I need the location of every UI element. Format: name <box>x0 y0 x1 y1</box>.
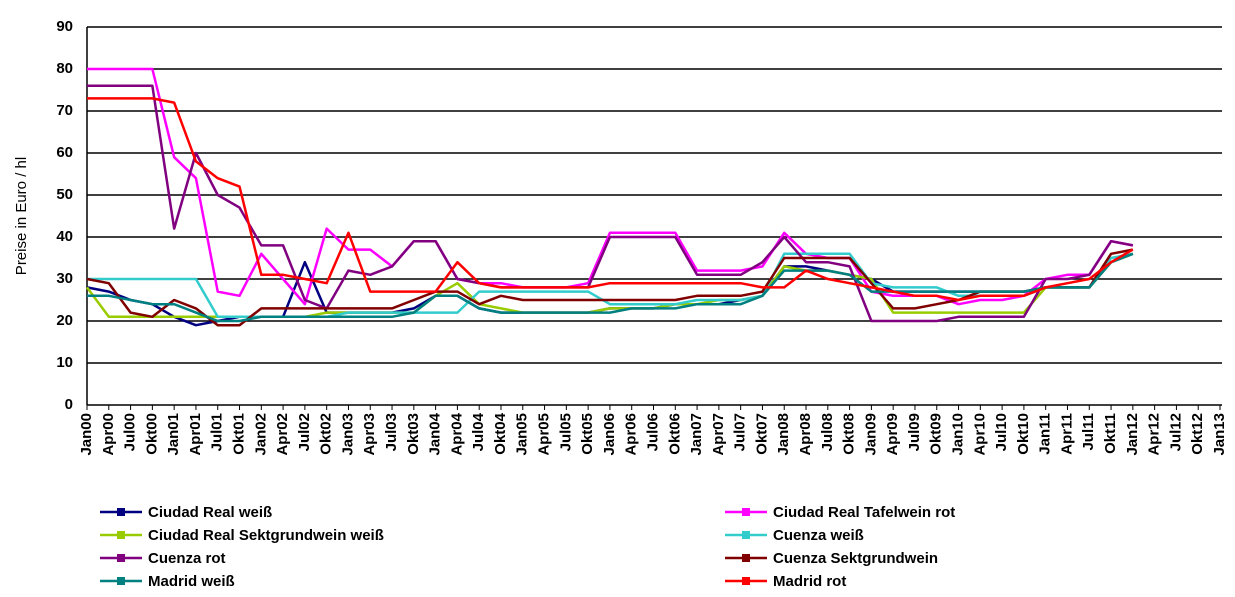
x-tick-label: Okt02 <box>318 413 335 455</box>
y-tick-label: 0 <box>65 396 73 413</box>
x-tick-label: Jul00 <box>122 413 139 451</box>
x-tick-label: Apr00 <box>100 413 117 456</box>
x-tick-label: Jul12 <box>1167 413 1184 451</box>
x-tick-label: Jan13 <box>1211 413 1228 456</box>
x-tick-label: Jul09 <box>906 413 923 451</box>
x-tick-label: Jan05 <box>514 413 531 456</box>
legend-marker <box>742 508 750 516</box>
x-tick-label: Jan04 <box>427 412 444 455</box>
x-tick-label: Jan00 <box>78 413 95 456</box>
legend-marker <box>742 531 750 539</box>
x-tick-label: Okt07 <box>753 413 770 455</box>
x-tick-label: Okt10 <box>1015 413 1032 455</box>
x-tick-label: Jul01 <box>209 413 226 451</box>
legend-marker <box>117 577 125 585</box>
x-tick-label: Okt01 <box>230 413 247 455</box>
y-tick-label: 90 <box>56 18 73 35</box>
x-tick-label: Jan01 <box>165 413 182 456</box>
x-tick-label: Apr03 <box>361 413 378 456</box>
x-tick-label: Jan03 <box>339 413 356 456</box>
x-tick-label: Apr09 <box>884 413 901 456</box>
x-tick-label: Jul05 <box>557 413 574 451</box>
x-tick-label: Okt06 <box>666 413 683 455</box>
legend-label: Ciudad Real Sektgrundwein weiß <box>148 527 384 544</box>
legend-marker <box>117 554 125 562</box>
legend-label: Ciudad Real weiß <box>148 504 272 521</box>
x-tick-label: Apr02 <box>274 413 291 456</box>
y-tick-label: 30 <box>56 270 73 287</box>
y-axis-label: Preise in Euro / hl <box>13 157 30 275</box>
x-tick-label: Okt00 <box>143 413 160 455</box>
x-tick-label: Jul07 <box>732 413 749 451</box>
series-line <box>87 252 1134 323</box>
series-line <box>87 97 1134 302</box>
x-tick-label: Apr11 <box>1058 413 1075 455</box>
x-tick-label: Apr08 <box>797 413 814 456</box>
x-tick-label: Okt04 <box>492 412 509 454</box>
x-tick-label: Jan10 <box>950 413 967 456</box>
x-tick-label: Jul11 <box>1080 413 1097 451</box>
x-tick-label: Okt03 <box>405 413 422 455</box>
x-tick-label: Apr12 <box>1146 413 1163 456</box>
x-tick-label: Jan12 <box>1124 413 1141 456</box>
legend-marker <box>117 508 125 516</box>
y-tick-label: 70 <box>56 102 73 119</box>
series-line <box>87 84 1134 323</box>
x-tick-label: Jul06 <box>644 413 661 451</box>
legend-marker <box>742 554 750 562</box>
legend-label: Cuenza Sektgrundwein <box>773 550 938 567</box>
x-tick-label: Jan08 <box>775 413 792 456</box>
legend-marker <box>117 531 125 539</box>
x-tick-label: Jan02 <box>252 413 269 456</box>
x-tick-label: Okt09 <box>928 413 945 455</box>
y-tick-label: 60 <box>56 144 73 161</box>
legend-label: Cuenza rot <box>148 550 226 567</box>
legend-label: Madrid rot <box>773 573 846 590</box>
legend-marker <box>742 577 750 585</box>
x-tick-label: Jul04 <box>470 412 487 451</box>
x-tick-label: Jul02 <box>296 413 313 451</box>
x-tick-label: Jul10 <box>993 413 1010 451</box>
x-tick-label: Jul08 <box>819 413 836 451</box>
y-tick-label: 20 <box>56 312 73 329</box>
y-tick-label: 80 <box>56 60 73 77</box>
x-tick-label: Apr05 <box>536 413 553 456</box>
x-tick-label: Okt11 <box>1102 413 1119 454</box>
x-tick-label: Jan07 <box>688 413 705 456</box>
x-tick-label: Apr01 <box>187 413 204 456</box>
x-tick-label: Apr06 <box>623 413 640 456</box>
x-tick-label: Jan06 <box>601 413 618 456</box>
x-tick-label: Jan11 <box>1037 413 1054 455</box>
x-tick-label: Okt05 <box>579 413 596 455</box>
legend-label: Madrid weiß <box>148 573 235 590</box>
y-tick-label: 10 <box>56 354 73 371</box>
legend-label: Ciudad Real Tafelwein rot <box>773 504 955 521</box>
x-tick-label: Okt12 <box>1189 413 1206 455</box>
x-tick-label: Jan09 <box>862 413 879 456</box>
x-tick-label: Jul03 <box>383 413 400 451</box>
y-tick-label: 50 <box>56 186 73 203</box>
x-tick-label: Okt08 <box>841 413 858 455</box>
y-tick-label: 40 <box>56 228 73 245</box>
legend-label: Cuenza weiß <box>773 527 864 544</box>
x-tick-label: Apr07 <box>710 413 727 456</box>
x-tick-label: Apr04 <box>448 412 465 455</box>
series-line <box>87 67 1134 306</box>
x-tick-label: Apr10 <box>971 413 988 456</box>
